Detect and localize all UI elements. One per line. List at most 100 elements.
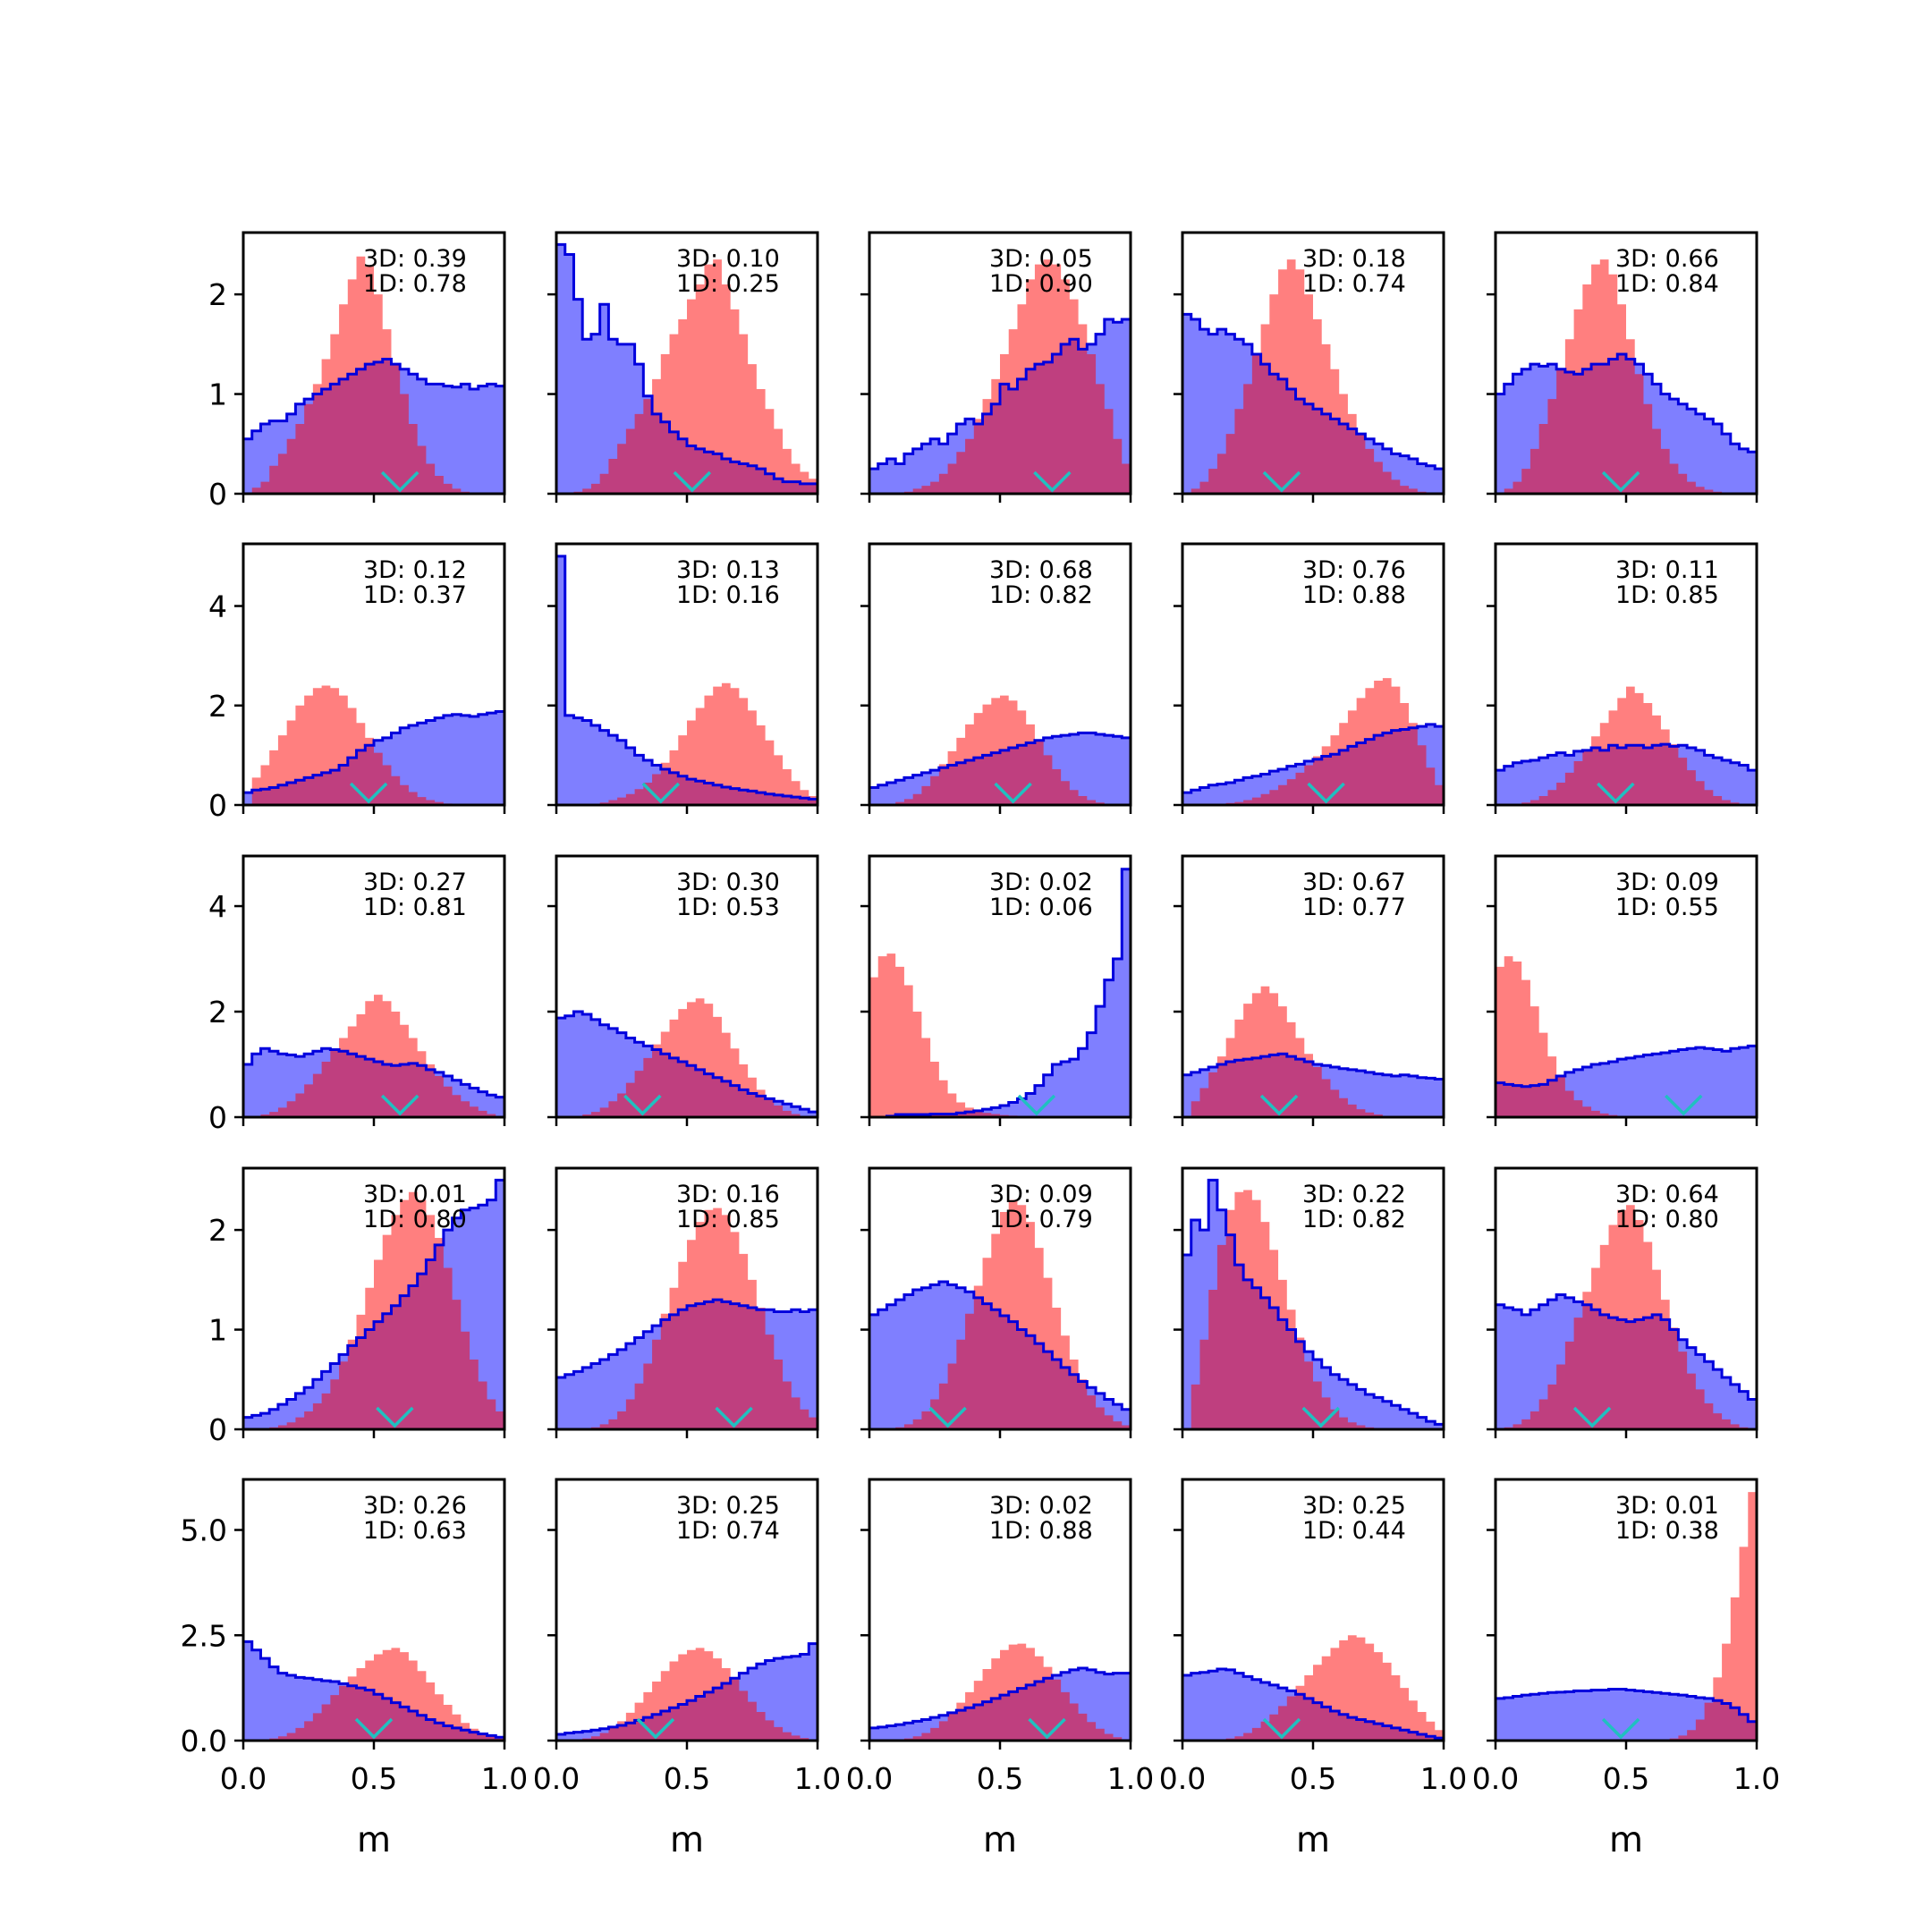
blue-histogram-step [869, 868, 1131, 1117]
label-3d: 3D: 0.66 [1615, 245, 1719, 273]
red-histogram-fill [1182, 259, 1444, 494]
blue-histogram-step [869, 1666, 1131, 1741]
red-histogram-fill [556, 998, 818, 1117]
x-tick-label: 0.5 [664, 1761, 710, 1796]
blue-histogram-step [1182, 1052, 1444, 1117]
x-tick-label: 0.0 [533, 1761, 580, 1796]
x-axis-label: m [983, 1820, 1017, 1860]
blue-histogram-step [1496, 352, 1757, 494]
label-1d: 1D: 0.38 [1615, 1517, 1719, 1545]
label-1d: 1D: 0.90 [989, 270, 1093, 298]
red-histogram-fill [556, 1208, 818, 1429]
plot-area [1496, 956, 1757, 1117]
x-tick-label: 0.5 [1290, 1761, 1336, 1796]
median-marker [380, 1094, 419, 1116]
red-histogram-fill [1182, 678, 1444, 805]
label-3d: 3D: 0.10 [676, 245, 780, 273]
blue-histogram-step [869, 1280, 1131, 1429]
blue-histogram-step [243, 1178, 504, 1429]
median-marker [928, 1406, 967, 1428]
label-3d: 3D: 0.76 [1302, 556, 1406, 584]
y-tick-label: 2 [208, 1213, 227, 1248]
label-3d: 3D: 0.05 [989, 245, 1093, 273]
plot-area [556, 1208, 818, 1429]
plot-area [556, 998, 818, 1117]
label-3d: 3D: 0.30 [676, 869, 780, 896]
blue-histogram-step [556, 1298, 818, 1429]
blue-histogram-step [243, 358, 504, 494]
label-3d: 3D: 0.22 [1302, 1181, 1406, 1208]
plot-area [243, 685, 504, 805]
x-tick-label: 0.0 [1472, 1761, 1519, 1796]
median-marker [1572, 1406, 1612, 1428]
blue-histogram-step [243, 1640, 504, 1741]
label-3d: 3D: 0.27 [363, 869, 467, 896]
red-histogram-fill [1182, 986, 1444, 1117]
blue-histogram-step [1496, 1044, 1757, 1117]
blue-histogram-step [1496, 1688, 1757, 1741]
median-marker [1307, 782, 1345, 804]
median-marker [1033, 470, 1072, 493]
x-tick-label: 1.0 [1420, 1761, 1467, 1796]
median-marker [1262, 1717, 1301, 1740]
label-3d: 3D: 0.02 [989, 1492, 1093, 1520]
plot-area [1182, 259, 1444, 494]
plot-area [1496, 259, 1757, 494]
median-marker [1017, 1094, 1056, 1116]
plot-area [1496, 1205, 1757, 1429]
blue-histogram-fill [1496, 1689, 1757, 1741]
label-1d: 1D: 0.79 [989, 1206, 1093, 1233]
red-histogram-fill [243, 1191, 504, 1429]
label-1d: 1D: 0.77 [1302, 894, 1406, 921]
median-marker [1597, 782, 1635, 804]
y-tick-label: 0 [208, 788, 227, 823]
plot-area [243, 995, 504, 1117]
x-tick-label: 1.0 [794, 1761, 841, 1796]
label-1d: 1D: 0.53 [676, 894, 780, 921]
label-3d: 3D: 0.67 [1302, 869, 1406, 896]
blue-histogram-fill [556, 244, 818, 494]
median-marker [1301, 1406, 1340, 1428]
y-tick-label: 4 [208, 889, 227, 924]
x-axis-label: m [1296, 1820, 1330, 1860]
label-1d: 1D: 0.63 [363, 1517, 467, 1545]
median-marker [1665, 1094, 1703, 1116]
label-3d: 3D: 0.18 [1302, 245, 1406, 273]
label-1d: 1D: 0.82 [989, 581, 1093, 609]
plot-area [556, 555, 818, 805]
plot-area [243, 1640, 504, 1741]
blue-histogram-fill [556, 555, 818, 805]
x-tick-label: 1.0 [481, 1761, 528, 1796]
plot-area [869, 1643, 1131, 1741]
x-tick-label: 0.5 [977, 1761, 1023, 1796]
blue-histogram-step [1496, 1293, 1757, 1429]
y-tick-label: 2 [208, 277, 227, 312]
x-tick-label: 0.5 [1603, 1761, 1649, 1796]
blue-histogram-step [243, 1046, 504, 1117]
label-1d: 1D: 0.74 [1302, 270, 1406, 298]
median-marker [380, 470, 419, 493]
y-tick-label: 4 [208, 589, 227, 624]
median-marker [636, 1717, 675, 1740]
plot-area [243, 256, 504, 494]
x-tick-label: 1.0 [1733, 1761, 1780, 1796]
label-1d: 1D: 0.88 [989, 1517, 1093, 1545]
label-1d: 1D: 0.82 [1302, 1206, 1406, 1233]
plot-area [1496, 1492, 1757, 1741]
